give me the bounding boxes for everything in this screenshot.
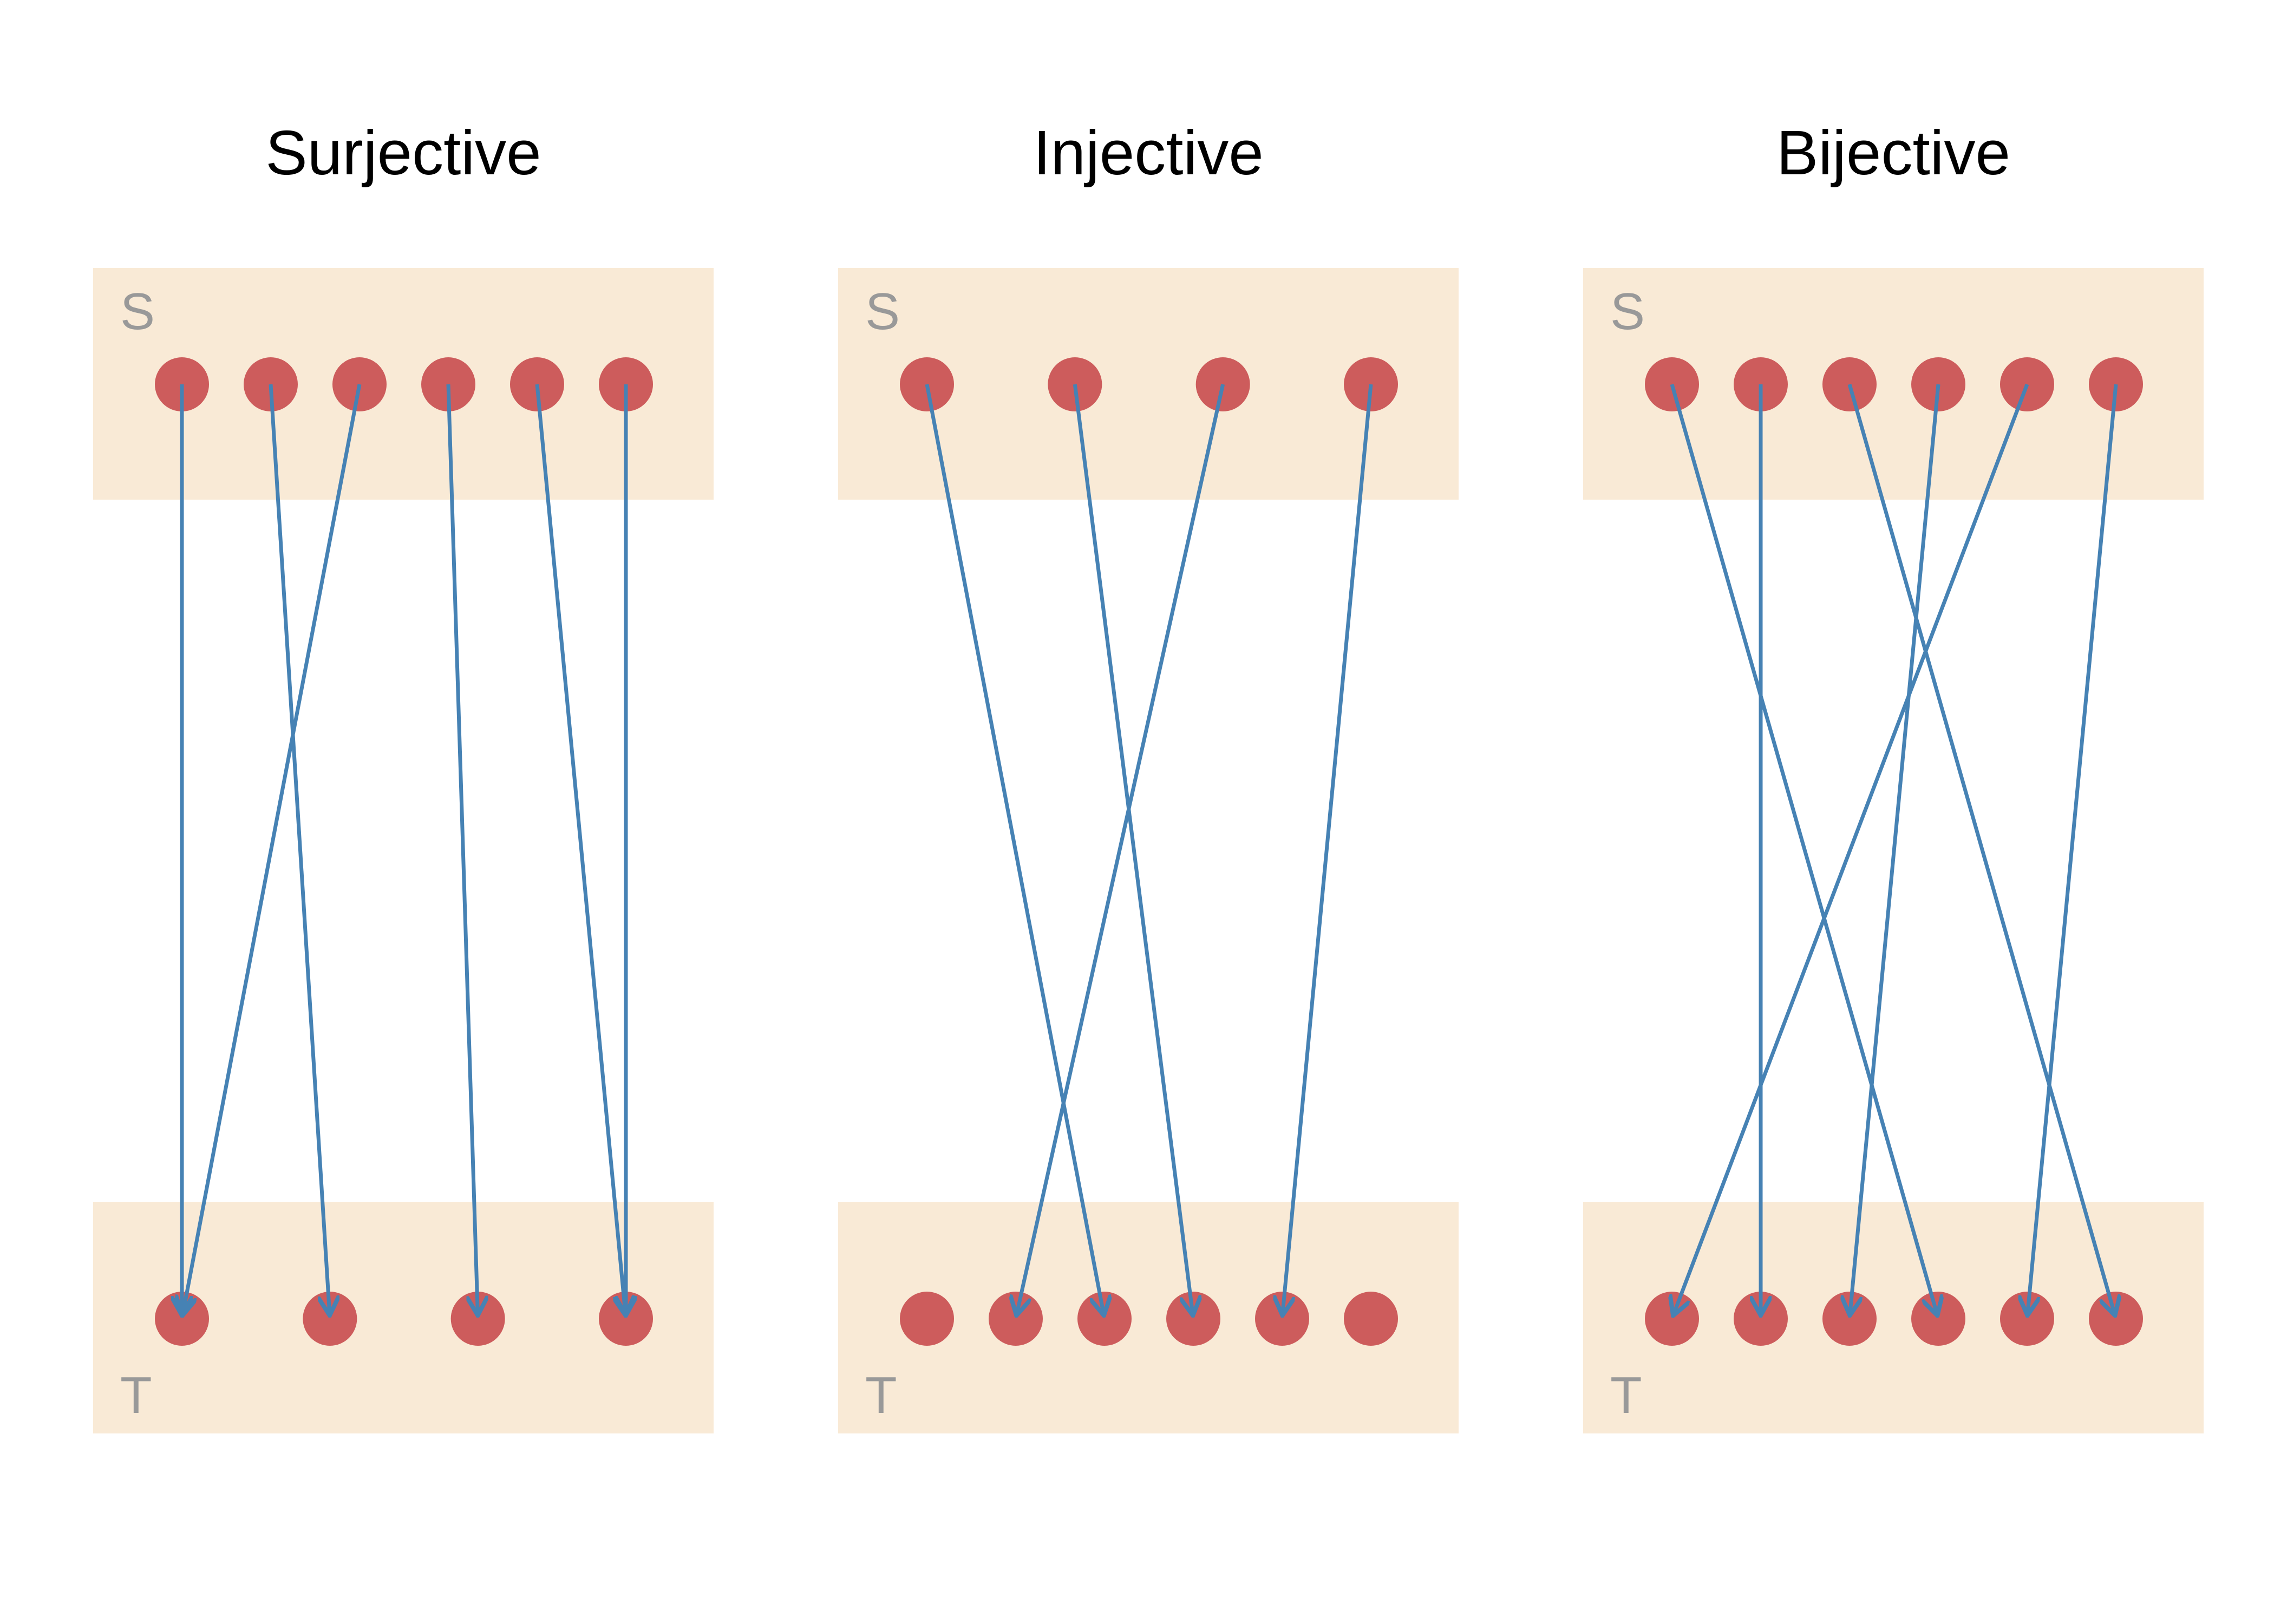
target-element [989,1292,1043,1346]
target-set-label: T [865,1366,897,1424]
target-element [1344,1292,1398,1346]
target-element [1822,1292,1877,1346]
mapping-arrow [1283,384,1373,1315]
mapping-arrow [925,384,1104,1315]
mapping-arrows [1670,383,2118,1315]
mapping-arrow [535,384,625,1315]
target-element [450,1292,505,1346]
target-set-label: T [120,1366,152,1424]
mapping-arrow [1673,383,2029,1315]
panel-title: Bijective [1776,117,2010,188]
source-set-label: S [120,283,155,340]
target-element [1166,1292,1220,1346]
target-element [599,1292,653,1346]
mapping-arrow [446,384,478,1315]
mapping-arrow [182,384,362,1315]
panel-surjective: Surjective S T [93,117,714,1433]
target-set-label: T [1610,1366,1642,1424]
mapping-arrow [2028,384,2118,1315]
set-elements [900,357,1398,1346]
target-element [1645,1292,1699,1346]
target-element [1077,1292,1132,1346]
target-element [1734,1292,1788,1346]
target-element [1255,1292,1309,1346]
mapping-arrows [182,384,626,1315]
target-element [2089,1292,2143,1346]
set-elements [155,357,653,1346]
panel-injective: Injective S T [838,117,1459,1433]
target-element [1911,1292,1965,1346]
target-element [2000,1292,2054,1346]
mapping-arrows [925,384,1373,1315]
panel-title: Injective [1033,117,1264,188]
mapping-arrow [1847,384,2115,1315]
mapping-arrow [1850,384,1940,1315]
mapping-arrow [269,384,330,1315]
mapping-arrow [1670,384,1937,1315]
mapping-arrow [1073,384,1193,1315]
source-set-label: S [1610,283,1645,340]
target-element [900,1292,954,1346]
source-set-label: S [865,283,900,340]
target-element [303,1292,357,1346]
panel-title: Surjective [265,117,541,188]
panel-bijective: Bijective S T [1583,117,2204,1433]
mapping-arrow [1016,384,1225,1315]
